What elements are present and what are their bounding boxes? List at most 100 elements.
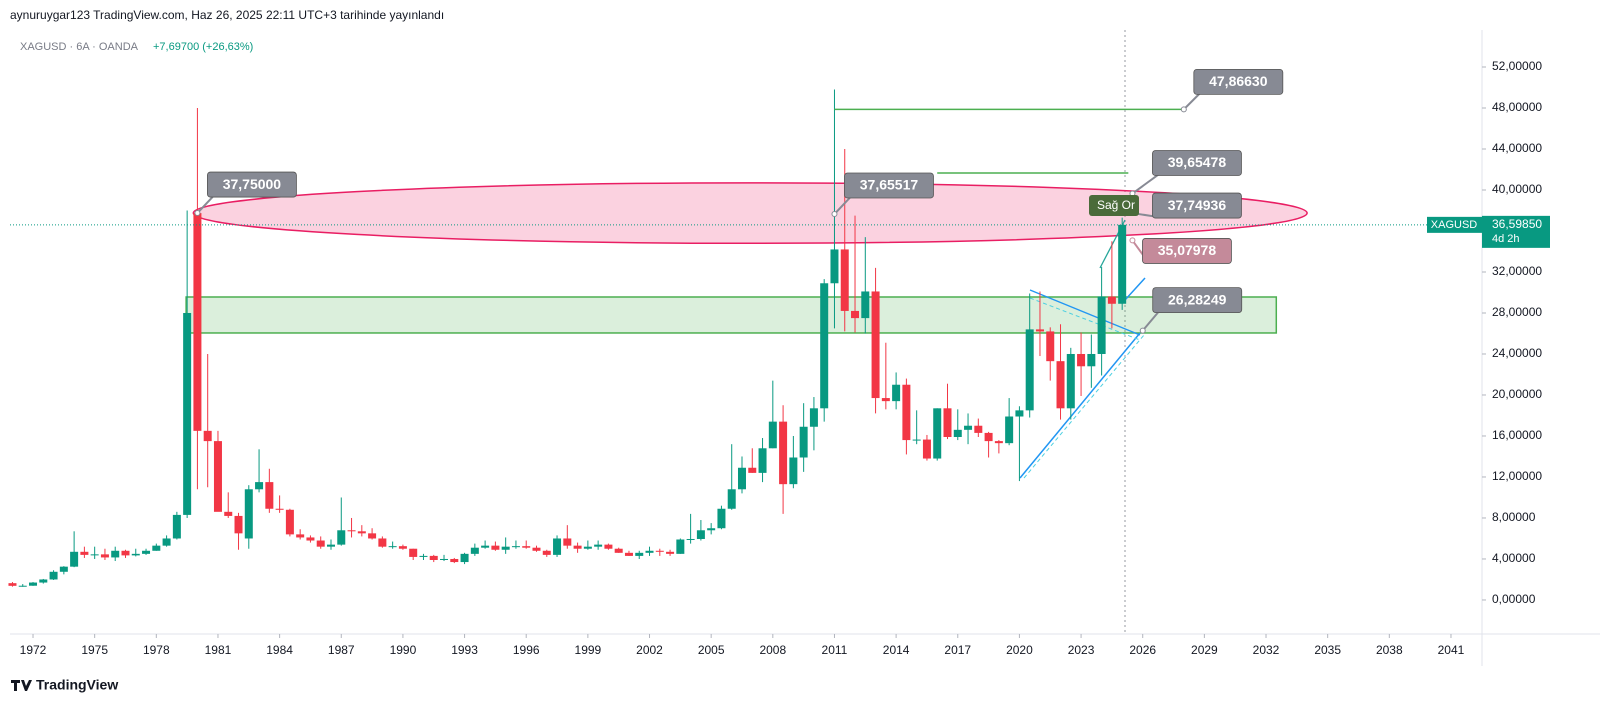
candle-body (573, 545, 582, 549)
callout-point (831, 211, 838, 218)
candle-body (563, 538, 572, 546)
x-tick-label: 2005 (698, 643, 725, 657)
x-tick-label: 2038 (1376, 643, 1403, 657)
candle-body (994, 441, 1003, 444)
candle-body (368, 533, 377, 539)
candle-body (419, 555, 428, 557)
candle-body (265, 482, 274, 509)
candle-body (1097, 296, 1106, 354)
candle-body (1035, 329, 1044, 332)
candle-body (193, 213, 202, 431)
candle-body (542, 550, 551, 555)
x-tick-label: 2017 (944, 643, 971, 657)
callout-point (194, 210, 201, 217)
candle-body (224, 511, 233, 516)
candle-body (450, 558, 459, 563)
logo (11, 680, 32, 691)
candle-body (953, 429, 962, 438)
candle-body (8, 583, 17, 586)
candle-body (1046, 331, 1055, 362)
candle-body (1056, 361, 1065, 409)
candle-body (809, 408, 818, 427)
candle-body (758, 448, 767, 473)
candle-body (943, 408, 952, 438)
callout-box (1152, 287, 1243, 313)
candle-body (532, 547, 541, 551)
callout-box (1152, 150, 1242, 176)
x-tick-label: 1984 (266, 643, 293, 657)
trendlines (1019, 219, 1146, 479)
x-tick-label: 2020 (1006, 643, 1033, 657)
candle-body (18, 585, 27, 587)
candle-body (871, 291, 880, 399)
y-tick-label: 20,00000 (1492, 387, 1542, 401)
callout-pointer (196, 195, 215, 214)
candle-body (90, 554, 99, 556)
candle-body (70, 551, 79, 567)
candle-body (583, 546, 592, 549)
candle-body (29, 582, 38, 586)
candle-body (172, 514, 181, 539)
candle-body (666, 551, 675, 554)
y-tick-label: 4,00000 (1492, 551, 1536, 565)
x-tick-label: 1990 (390, 643, 417, 657)
candle-body (676, 539, 685, 554)
callout-label: 37,74936 (1168, 197, 1227, 213)
callout-box (1152, 192, 1242, 219)
candle-body (255, 482, 264, 490)
price-tag-symbol: XAGUSD (1431, 219, 1478, 231)
price-tag-value: 36,59850 (1492, 217, 1542, 231)
candle-body (1066, 353, 1075, 409)
candle-body (892, 384, 901, 402)
zone-rectangle (185, 296, 1278, 334)
trendline (1019, 332, 1141, 479)
candle-body (39, 579, 48, 583)
callout-point (1180, 106, 1187, 113)
candle-body (933, 408, 942, 459)
candle-body (614, 548, 623, 553)
y-tick-label: 48,00000 (1492, 100, 1542, 114)
candle-body (316, 540, 325, 547)
logo-mark (11, 680, 32, 691)
candle-body (460, 553, 469, 563)
candle-body (142, 550, 151, 554)
candle-body (388, 546, 397, 548)
candle-body (522, 546, 531, 548)
candle-body (696, 530, 705, 539)
y-tick-label: 52,00000 (1492, 59, 1542, 73)
x-tick-label: 2023 (1068, 643, 1095, 657)
x-tick-label: 1972 (20, 643, 47, 657)
callout-box (1142, 238, 1232, 264)
candle-body (306, 537, 315, 541)
callout-pointer (1141, 310, 1160, 332)
callout-label: 37,65517 (860, 177, 919, 193)
callout-pointer (1183, 92, 1201, 111)
candle-body (80, 551, 89, 555)
callout-point (1139, 327, 1146, 334)
candle-body (820, 283, 829, 409)
candle-body (768, 421, 777, 449)
candle-body (789, 457, 798, 485)
x-tick-label: 2041 (1438, 643, 1465, 657)
candle-body (840, 249, 849, 311)
x-tick-label: 1999 (575, 643, 602, 657)
candle-body (707, 528, 716, 531)
candle-body (337, 530, 346, 545)
candle-body (727, 489, 736, 509)
y-tick-label: 0,00000 (1492, 592, 1536, 606)
candle-body (881, 398, 890, 402)
candle-body (49, 571, 58, 580)
candle-body (686, 538, 695, 540)
x-tick-label: 1975 (81, 643, 108, 657)
x-tick-label: 1978 (143, 643, 170, 657)
x-tick-label: 2002 (636, 643, 663, 657)
candle-body (1118, 224, 1127, 304)
callout-label: 39,65478 (1168, 154, 1227, 170)
candle-body (655, 550, 664, 552)
candle-body (296, 534, 305, 538)
candle-body (429, 555, 438, 560)
callout-label: 26,28249 (1168, 291, 1227, 307)
candle-body (357, 531, 366, 534)
callout-label: 37,75000 (223, 176, 282, 192)
